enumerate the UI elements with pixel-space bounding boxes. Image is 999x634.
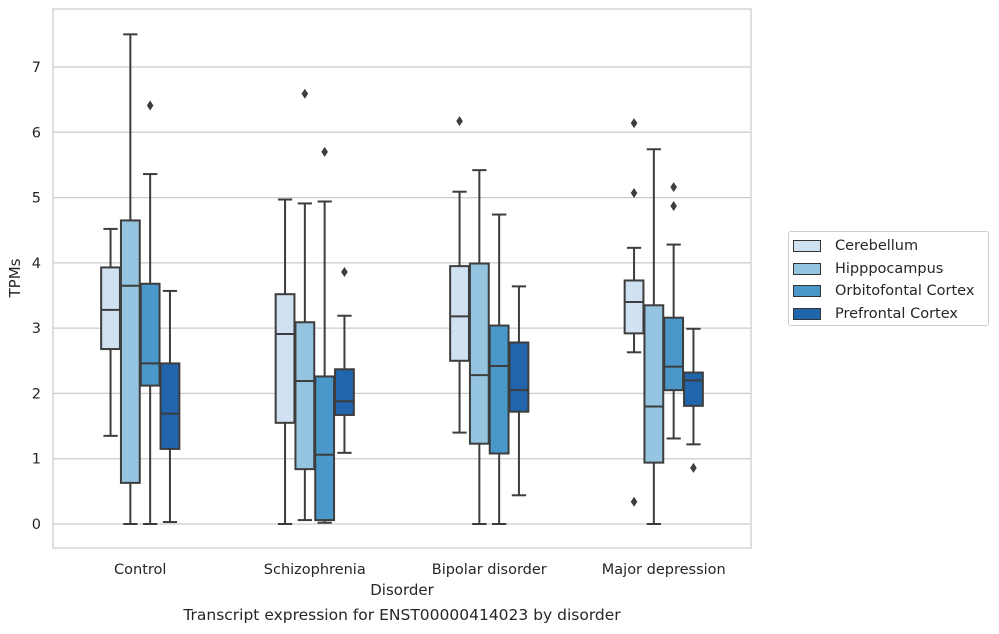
outlier-point [670,182,677,193]
y-tick-label: 3 [32,321,41,337]
outlier-point [690,462,697,473]
legend: Cerebellum Hipppocampus Orbitofontal Corte… [788,231,989,326]
chart-caption: Transcript expression for ENST0000041402… [183,606,621,624]
box [623,279,645,335]
legend-item: Prefrontal Cortex [793,304,958,324]
outlier-point [321,146,328,157]
box-group [488,213,510,525]
legend-label: Prefrontal Cortex [835,305,958,322]
box-group [274,198,296,525]
legend-item: Orbitofontal Cortex [793,281,974,301]
box-group [159,289,181,524]
box-group [508,285,530,497]
box-group [100,227,121,437]
box-group [449,116,470,434]
x-tick-label: Bipolar disorder [432,562,547,578]
box [119,219,141,484]
outlier-point [146,100,154,111]
legend-label: Cerebellum [835,238,919,254]
y-tick-label: 4 [32,256,41,272]
outlier-point [301,88,309,99]
box-group [683,327,704,473]
legend-item: Cerebellum [793,236,918,256]
y-tick-label: 0 [32,517,41,533]
legend-swatch [793,240,821,252]
y-axis-label: TPMs [6,258,24,298]
y-tick-label: 7 [32,60,41,76]
box [663,316,685,392]
box [683,371,704,407]
legend-swatch [793,262,821,275]
box [334,368,355,416]
y-tick-label: 5 [32,191,41,207]
x-tick-label: Control [114,562,166,578]
outlier-point [630,496,638,507]
box-group [663,182,685,440]
box [139,282,161,387]
box [488,324,510,455]
box-group [468,169,490,525]
y-tick-labels: 0 1 2 3 4 5 6 7 [32,60,41,533]
y-tick-label: 6 [32,125,41,141]
box [159,362,181,450]
box [643,304,665,464]
legend-swatch [793,307,821,320]
outlier-point [630,118,638,129]
box-group [119,33,141,525]
box-group [334,266,355,454]
outlier-point [456,116,463,127]
box [508,341,530,413]
box [449,265,470,362]
x-tick-labels: Control Schizophrenia Bipolar disorder Majo… [114,562,726,578]
box-series [100,33,704,525]
legend-label: Orbitofontal Cortex [835,283,975,299]
box-group [643,148,665,525]
outlier-point [341,266,348,277]
box-group [294,88,316,522]
y-tick-label: 2 [32,386,41,402]
box [274,293,296,424]
outlier-point [630,188,638,199]
outlier-point [670,201,677,212]
box [468,262,490,445]
box-group [314,146,336,524]
box-group [623,118,645,507]
plot-frame [52,8,752,549]
legend-swatch [793,285,821,297]
box [314,375,336,522]
x-tick-label: Major depression [602,562,726,578]
x-tick-label: Schizophrenia [264,562,366,578]
box-group [139,100,161,525]
legend-item: Hipppocampus [793,259,943,279]
box [100,266,121,351]
x-axis-label: Disorder [370,581,434,599]
y-tick-label: 1 [32,452,41,468]
box [294,321,316,471]
legend-label: Hipppocampus [835,260,944,277]
